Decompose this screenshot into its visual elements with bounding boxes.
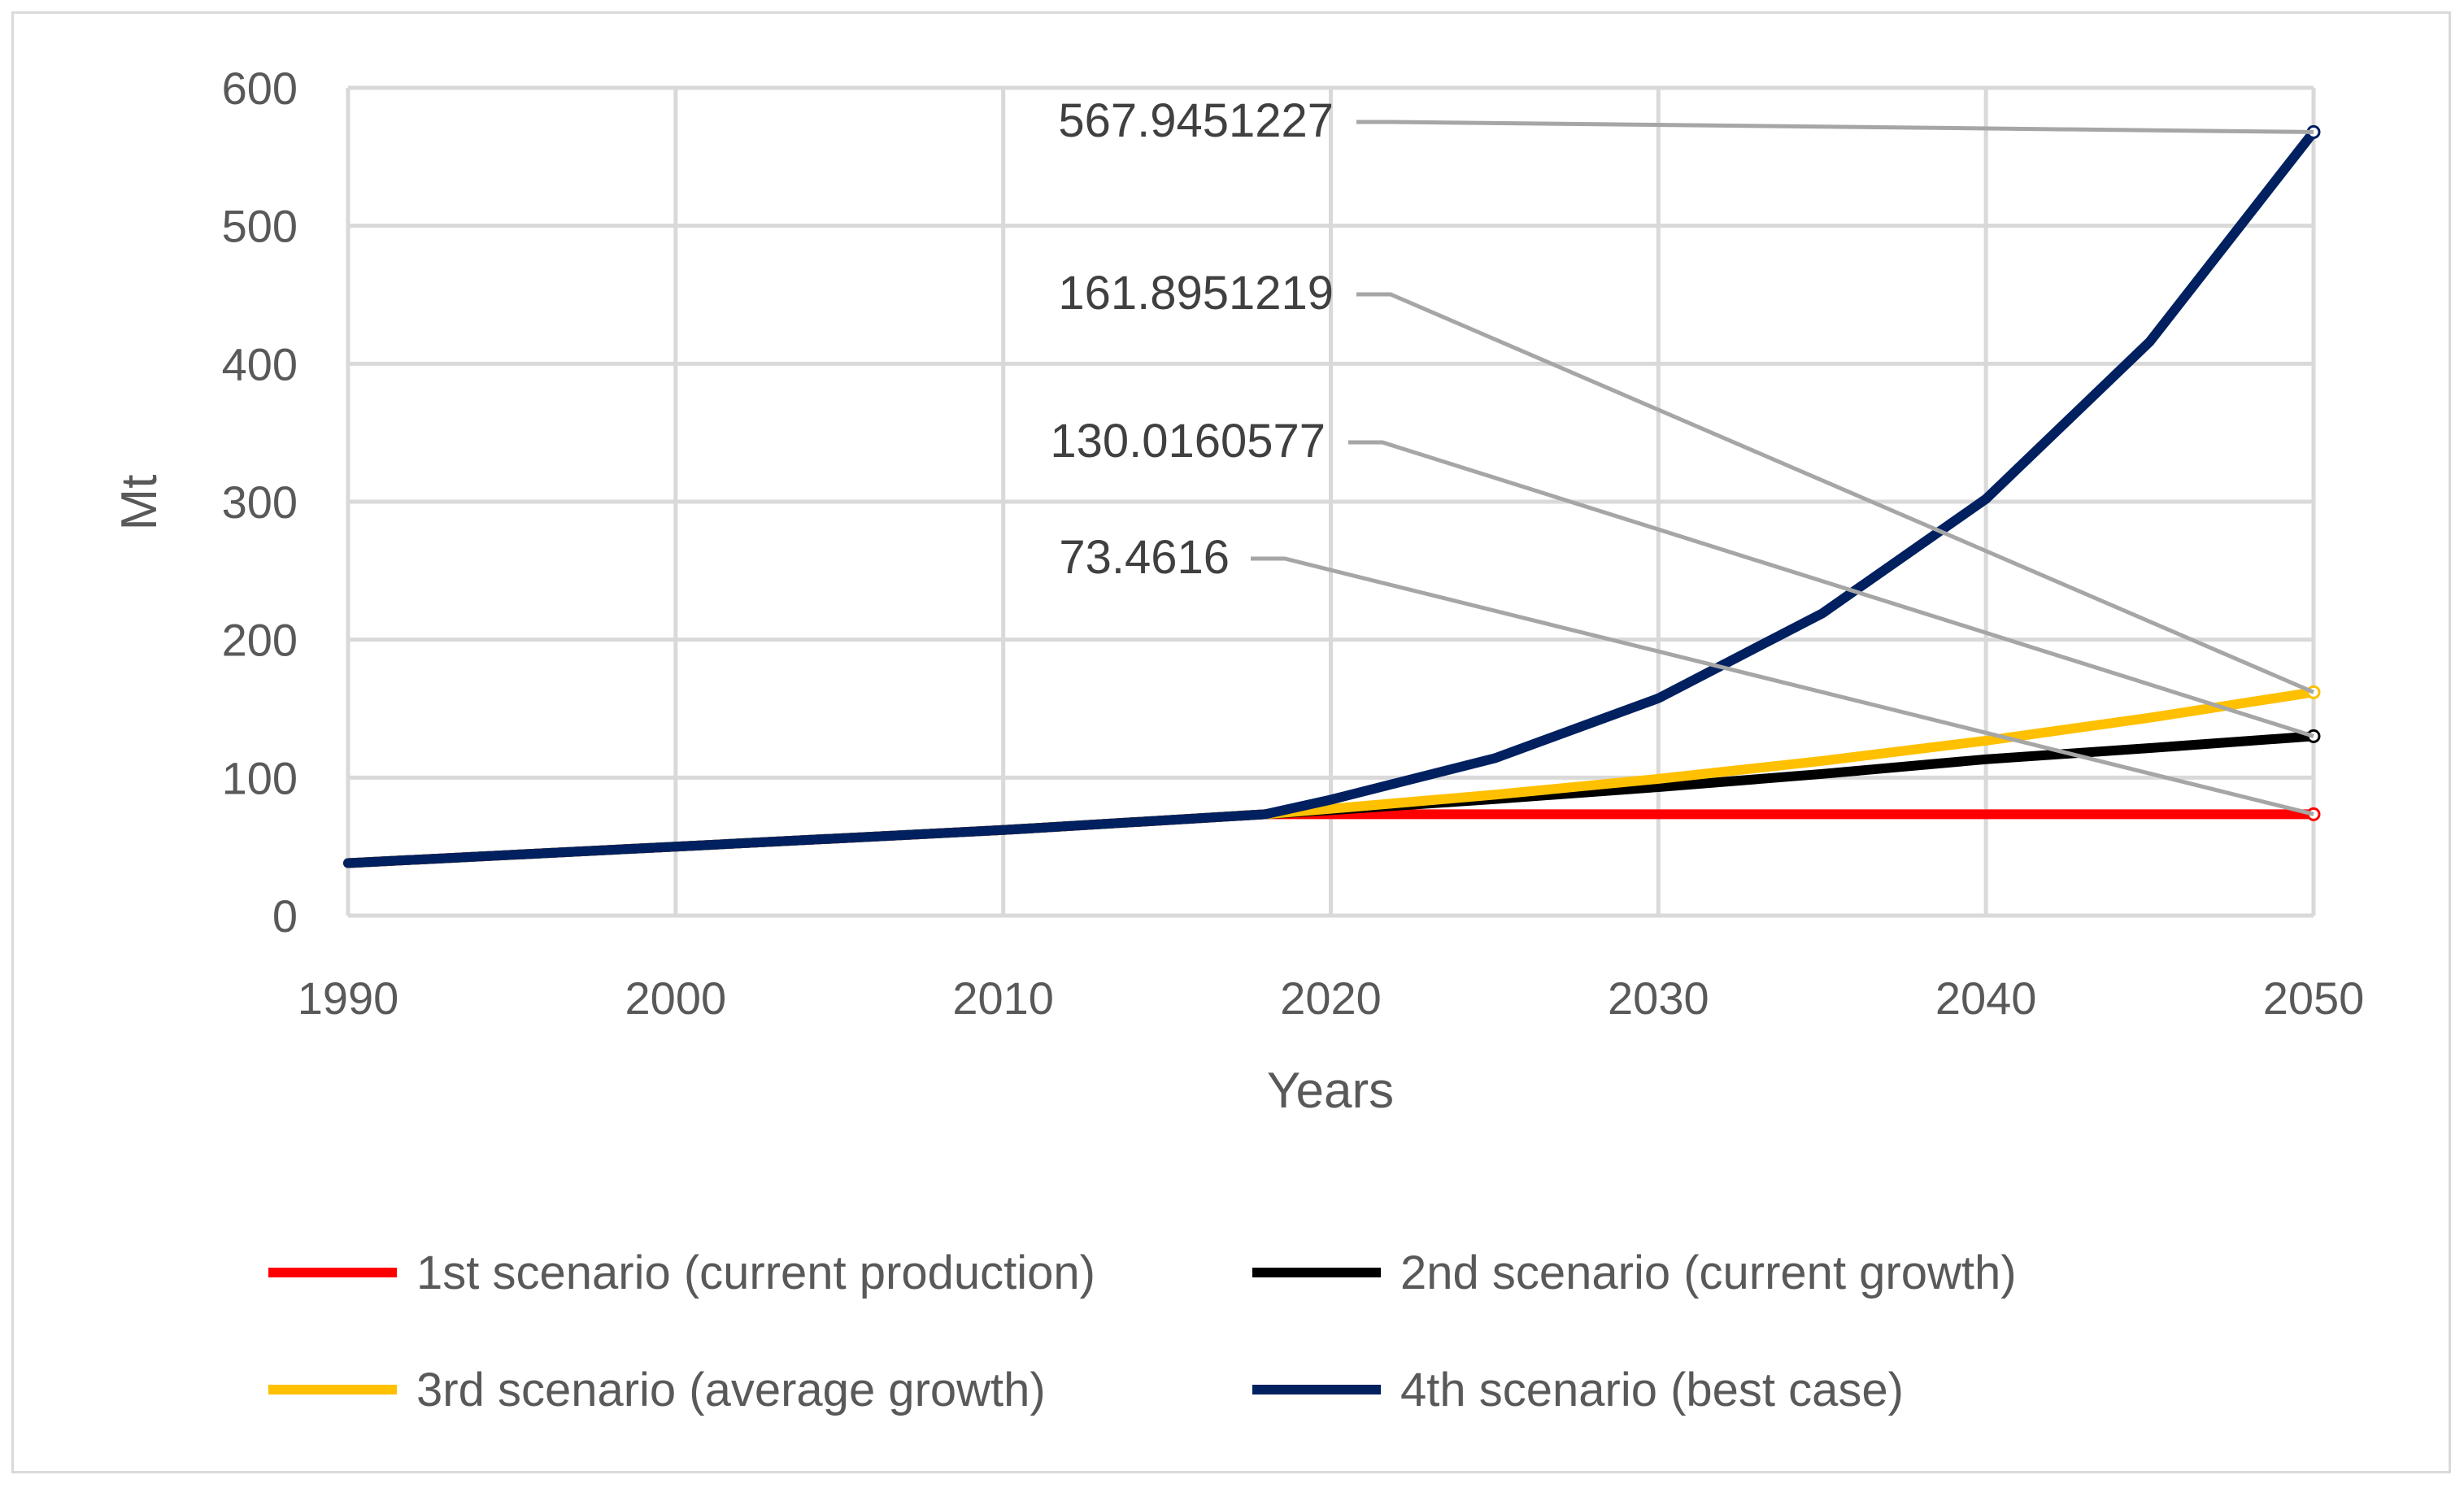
x-tick-label-2030: 2030 [1608, 972, 1709, 1024]
x-tick-label-2000: 2000 [625, 972, 727, 1024]
axis-ticks: 0 100 200 300 400 500 600 1990 2000 2010 2020 2030 2… [222, 63, 2365, 1024]
legend-label-2nd-scenario-current-growth: 2nd scenario (current growth) [1400, 1247, 2017, 1299]
data-label-130-0160577: 130.0160577 [1050, 415, 1326, 468]
legend-label-4th-scenario-best-case: 4th scenario (best case) [1400, 1364, 1904, 1416]
y-tick-label-100: 100 [222, 752, 298, 803]
data-label-73-4616: 73.4616 [1059, 531, 1230, 584]
gridlines [346, 85, 2316, 918]
x-tick-label-2050: 2050 [2263, 972, 2365, 1024]
x-tick-label-2010: 2010 [952, 972, 1054, 1024]
y-tick-label-600: 600 [222, 63, 298, 114]
y-tick-label-400: 400 [222, 338, 298, 389]
leader-line-2 [1356, 292, 2314, 694]
leader-line-4 [1251, 556, 2314, 816]
y-tick-label-200: 200 [222, 615, 298, 666]
leader-line-1 [1356, 120, 2314, 134]
legend-label-1st-scenario-current-production: 1st scenario (current production) [416, 1247, 1095, 1299]
series-line-4th-scenario-best-case [343, 127, 2318, 868]
y-tick-label-300: 300 [222, 476, 298, 528]
x-axis-title: Years [1267, 1063, 1394, 1119]
series-lines [343, 124, 2321, 868]
data-label-callouts: 567.9451227 161.8951219 130.0160577 73.4616 [1050, 94, 2314, 816]
data-label-567-9451227: 567.9451227 [1058, 94, 1334, 147]
x-tick-label-1990: 1990 [298, 972, 399, 1024]
legend: 1st scenario (current production) 2nd sce… [268, 1247, 2017, 1416]
y-tick-label-500: 500 [222, 201, 298, 252]
chart-frame [11, 11, 2451, 1473]
x-tick-label-2020: 2020 [1280, 972, 1382, 1024]
x-tick-label-2040: 2040 [1935, 972, 2037, 1024]
data-label-161-8951219: 161.8951219 [1058, 267, 1334, 320]
leader-line-3 [1348, 440, 2314, 738]
legend-label-3rd-scenario-average-growth: 3rd scenario (average growth) [416, 1364, 1046, 1416]
y-tick-label-0: 0 [272, 890, 298, 942]
y-axis-title: Mt [111, 475, 168, 531]
